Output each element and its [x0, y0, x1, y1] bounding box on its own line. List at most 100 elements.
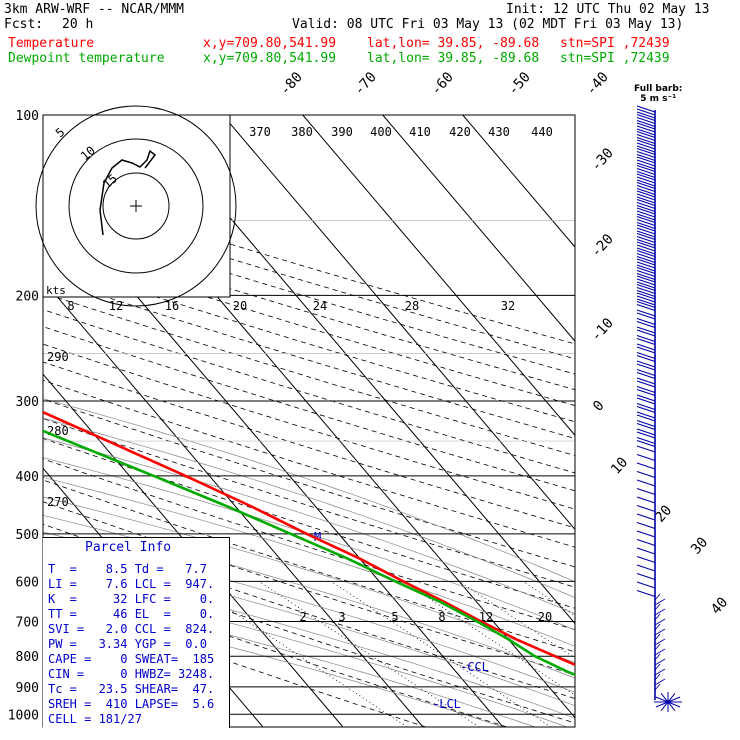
wind-barb — [654, 613, 661, 621]
parcel-info-title: Parcel Info — [85, 540, 172, 555]
isotherm-line — [382, 115, 575, 342]
parcel-row-tt: TT = 46 EL = 0. — [48, 607, 215, 621]
hodograph-units-label: kts — [46, 284, 66, 297]
wind-barb — [636, 496, 656, 504]
wind-barb — [636, 147, 656, 156]
wind-barb — [636, 295, 656, 303]
wind-barb — [636, 564, 656, 572]
isotherm-label: -70 — [351, 69, 380, 99]
wind-barb — [636, 224, 656, 232]
wind-barb — [636, 269, 656, 278]
wind-barb — [636, 130, 656, 139]
wind-barb — [636, 453, 656, 462]
parcel-row-sreh: SREH = 410 LAPSE= 5.6 — [48, 697, 215, 711]
wind-barb — [636, 354, 656, 363]
wind-barb — [654, 643, 661, 651]
wind-barb — [636, 346, 656, 354]
wind-barb — [667, 696, 681, 703]
wind-barb — [636, 238, 656, 247]
pressure-tick-label: 100 — [16, 109, 39, 124]
speed-scale-label: 12 — [109, 299, 123, 313]
moist-adiabat-line — [43, 600, 504, 727]
moist-adiabat-line — [43, 496, 575, 664]
hodograph-ring — [102, 172, 170, 240]
wind-barb — [636, 258, 656, 266]
dry-adiabat-line — [43, 326, 575, 492]
wind-barb — [660, 701, 669, 711]
wind-barb — [636, 298, 656, 306]
wind-barb — [636, 286, 656, 295]
wind-barb — [667, 693, 676, 703]
speed-scale-label: 16 — [165, 299, 179, 313]
dewpoint-legend: Dewpoint temperature — [8, 51, 165, 66]
wind-barb — [636, 445, 656, 453]
mixing-ratio-label: 3 — [338, 610, 345, 624]
isotherm-line — [302, 115, 575, 437]
isotherm-label: 10 — [608, 454, 631, 477]
wind-barb — [636, 193, 656, 201]
speed-scale-label: 20 — [233, 299, 247, 313]
wind-barb — [667, 701, 681, 708]
wind-barb — [654, 653, 661, 661]
pressure-tick-label: 400 — [16, 470, 39, 485]
isotherm-line — [222, 115, 575, 531]
theta-e-label: 410 — [409, 125, 431, 139]
wind-barb — [655, 701, 669, 708]
theta-e-label: 380 — [291, 125, 313, 139]
wind-barb — [636, 139, 656, 147]
isotherm-label: 40 — [708, 594, 731, 617]
wind-barb — [636, 221, 656, 230]
parcel-row-pw: PW = 3.34 YGP = 0.0 — [48, 637, 207, 651]
temperature-station: stn=SPI ,72439 — [560, 36, 670, 51]
wind-barb — [636, 572, 656, 581]
pressure-tick-label: 200 — [16, 289, 39, 304]
wind-barb — [636, 201, 656, 210]
dry-adiabat-line — [43, 244, 575, 407]
theta-e-label: 430 — [488, 125, 510, 139]
isotherm-label: -60 — [428, 69, 457, 99]
wind-barb — [636, 241, 656, 249]
wind-barb — [654, 663, 661, 671]
dry-adiabat-line — [43, 570, 508, 727]
wind-barb — [636, 261, 656, 269]
wind-barb — [654, 633, 661, 641]
wind-barb — [636, 176, 656, 184]
barb-key-line1: Full barb: — [634, 84, 683, 94]
wind-barb — [636, 255, 656, 264]
moist-adiabat-line — [43, 514, 575, 679]
temperature-xy: x,y=709.80,541.99 — [203, 36, 337, 51]
wind-barb — [636, 439, 656, 448]
wind-barb — [654, 658, 666, 666]
wind-barb — [636, 264, 656, 272]
parcel-row-cell: CELL = 181/27 — [48, 712, 142, 726]
pressure-tick-label: 500 — [16, 528, 39, 543]
forecast-label: Fcst: — [4, 17, 44, 32]
wind-barb — [660, 693, 669, 703]
wind-barb — [636, 431, 656, 439]
wind-barb — [654, 668, 666, 676]
wind-barb — [636, 538, 656, 547]
wind-barb — [636, 173, 656, 181]
temperature-latlon: lat,lon= 39.85, -89.68 — [367, 36, 540, 51]
wind-barb — [636, 479, 656, 487]
wind-barb — [636, 252, 656, 261]
wind-barb — [654, 598, 666, 606]
wind-barb — [636, 227, 656, 235]
wind-barb — [636, 292, 656, 300]
parcel-row-k: K = 32 LFC = 0. — [48, 592, 215, 606]
wind-barb — [636, 300, 656, 309]
wind-barb — [636, 207, 656, 215]
moist-adiabat-line — [43, 437, 575, 615]
wind-barb — [636, 309, 656, 317]
wind-barb — [654, 628, 666, 636]
valid-time: Valid: 08 UTC Fri 03 May 13 (02 MDT Fri … — [292, 17, 684, 32]
parcel-info-panel: Parcel Info T = 8.5 Td = 7.7 LI = 7.6 LC… — [43, 537, 230, 728]
wind-barb — [636, 153, 656, 162]
wind-barb — [654, 638, 666, 646]
temperature-trace — [43, 410, 575, 667]
dry-adiabat-line — [43, 479, 575, 653]
wind-barb — [636, 235, 656, 244]
mixing-ratio-label: 5 — [391, 610, 398, 624]
parcel-row-tc: Tc = 23.5 SHEAR= 47. — [48, 682, 215, 696]
wind-barb — [636, 244, 656, 252]
